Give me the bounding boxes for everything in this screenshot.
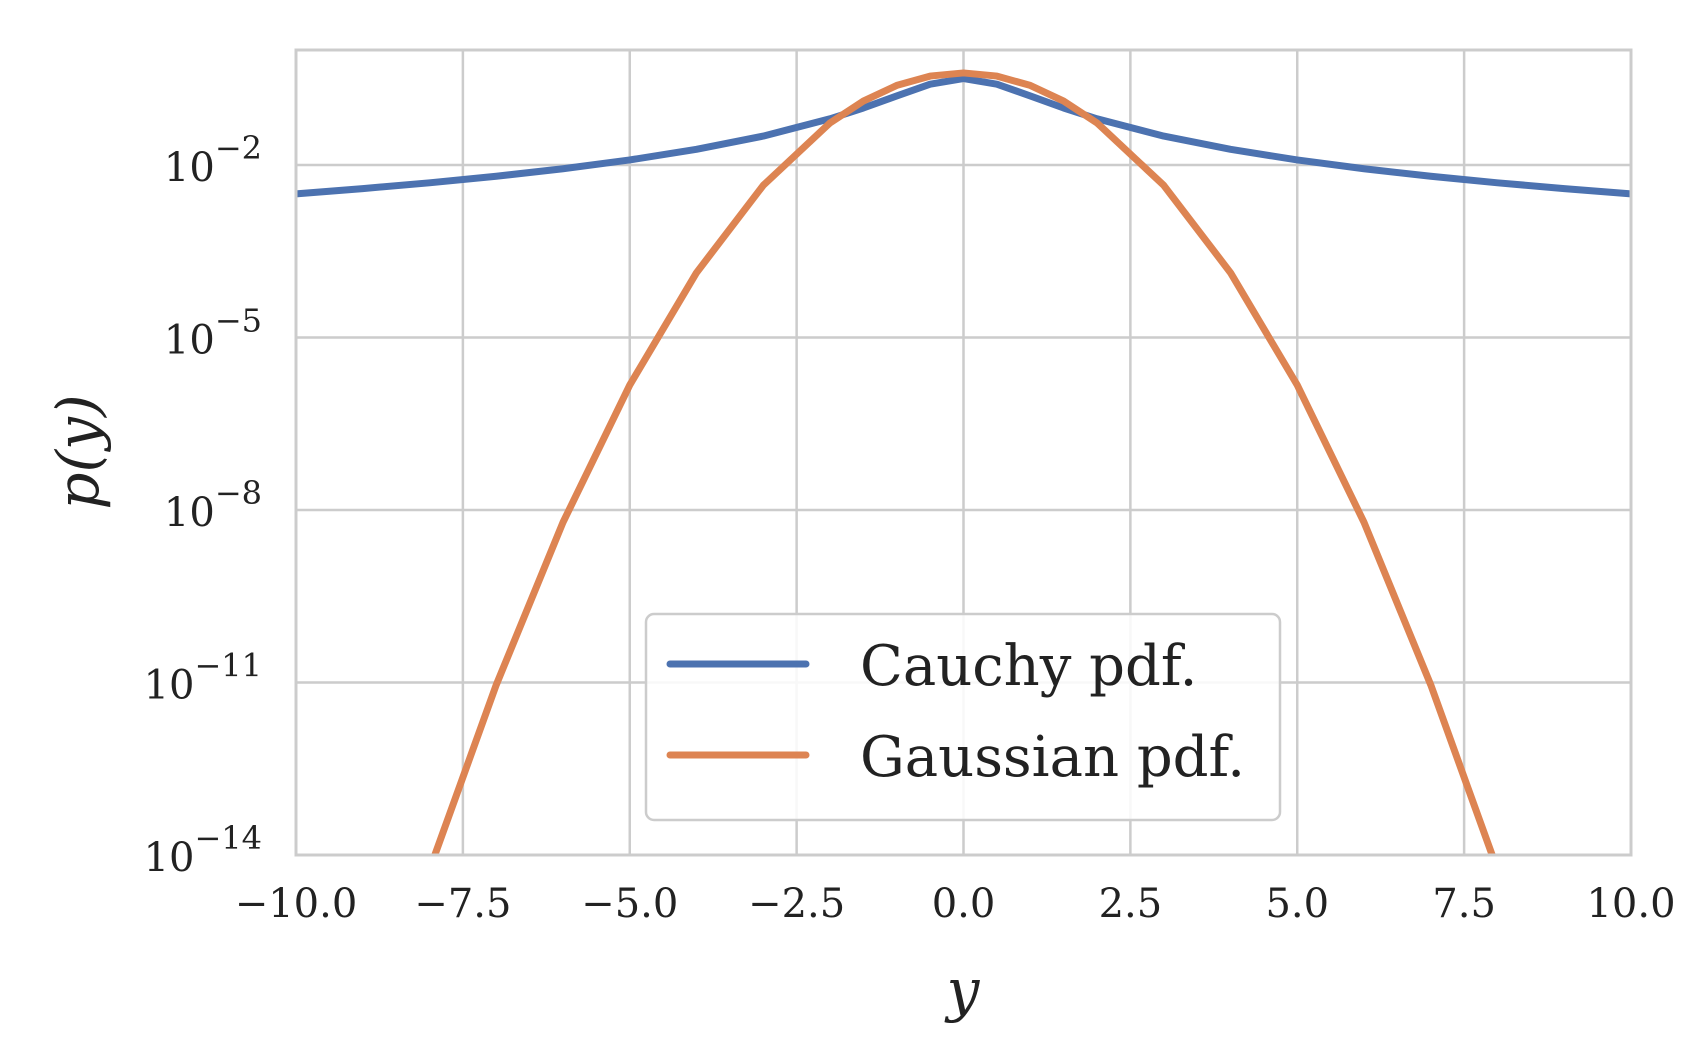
- y-tick-label: 10−5: [164, 302, 262, 364]
- legend: Cauchy pdf. Gaussian pdf.: [644, 612, 1282, 822]
- series-layer: [295, 69, 1632, 857]
- y-tick-label: 10−2: [164, 129, 262, 191]
- series-line-cauchy: [295, 75, 1632, 198]
- x-tick-label: −10.0: [235, 881, 358, 927]
- y-axis-title: p(y): [44, 394, 112, 509]
- x-tick-label: 0.0: [932, 881, 996, 927]
- x-tick-label: 5.0: [1265, 881, 1329, 927]
- x-tick-label: −5.0: [581, 881, 678, 927]
- series-line-gaussian: [431, 69, 1496, 857]
- plot-frame: [294, 48, 1633, 857]
- x-tick-label: 2.5: [1099, 881, 1163, 927]
- legend-label-cauchy: Cauchy pdf.: [860, 634, 1197, 699]
- x-tick-label: 7.5: [1432, 881, 1496, 927]
- y-tick-labels: 10−2 10−5 10−8 10−11 10−14: [144, 129, 262, 881]
- x-axis-title: y: [944, 956, 981, 1024]
- y-tick-label: 10−8: [164, 474, 262, 536]
- x-tick-labels: −10.0 −7.5 −5.0 −2.5 0.0 2.5 5.0 7.5 10.0: [235, 881, 1676, 927]
- y-tick-label: 10−11: [144, 647, 262, 709]
- x-tick-label: −7.5: [414, 881, 511, 927]
- legend-label-gaussian: Gaussian pdf.: [860, 725, 1245, 790]
- y-tick-label: 10−14: [144, 819, 262, 881]
- x-tick-label: −2.5: [748, 881, 845, 927]
- x-tick-label: 10.0: [1586, 881, 1675, 927]
